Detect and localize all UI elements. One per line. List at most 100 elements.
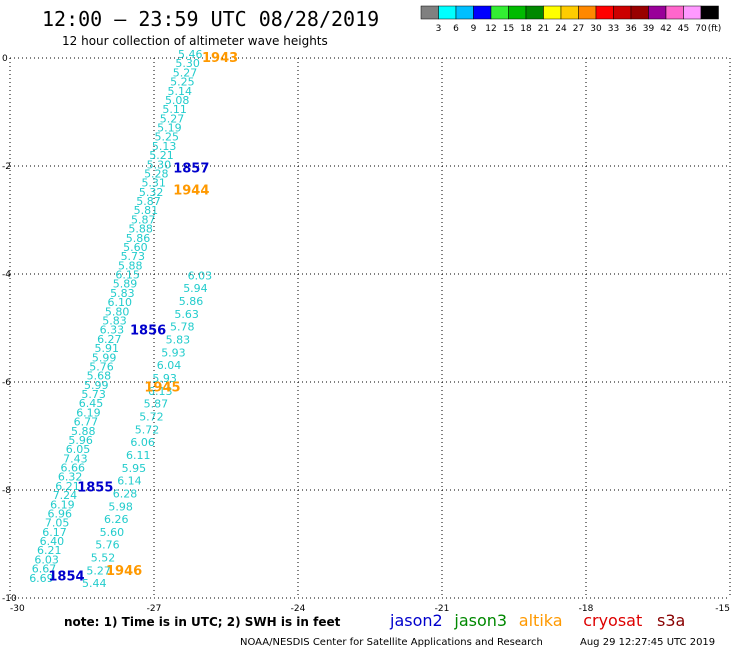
track-a-value: 5.81 <box>134 204 159 217</box>
track-b-value: 5.83 <box>166 334 191 347</box>
track-b-value: 5.44 <box>82 577 107 590</box>
track-a-value: 5.83 <box>110 287 135 300</box>
y-tick-label: 0 <box>2 54 8 64</box>
track-b-value: 5.76 <box>95 539 120 552</box>
time-label: 1856 <box>130 324 166 339</box>
track-a-value: 6.96 <box>47 507 71 520</box>
color-swatch <box>700 5 719 20</box>
track-a-value: 6.17 <box>42 526 67 539</box>
chart-title: 12:00 – 23:59 UTC 08/28/2019 <box>42 7 379 31</box>
color-scale-label: 27 <box>573 24 584 34</box>
track-a-value: 6.03 <box>34 553 59 566</box>
chart-subtitle: 12 hour collection of altimeter wave hei… <box>62 34 328 48</box>
track-a-value: 5.99 <box>84 379 109 392</box>
footer-timestamp: Aug 29 12:27:45 UTC 2019 <box>580 637 715 648</box>
track-a-value: 5.25 <box>170 76 195 89</box>
track-a-value: 5.30 <box>175 57 200 70</box>
track-a-value: 6.69 <box>29 572 54 585</box>
track-a-value: 6.67 <box>32 563 56 576</box>
track-a-value: 5.60 <box>123 241 148 254</box>
time-label: 1944 <box>173 183 209 198</box>
track-a-value: 5.08 <box>165 94 190 107</box>
color-scale-label: 36 <box>625 24 637 34</box>
color-swatch <box>560 5 579 20</box>
color-swatch <box>508 5 527 20</box>
color-scale-label: 6 <box>453 24 459 34</box>
footer-credit: NOAA/NESDIS Center for Satellite Applica… <box>240 637 543 648</box>
track-b-value: 5.98 <box>108 500 132 513</box>
track-a-value: 5.68 <box>87 370 112 383</box>
track-a-value: 5.27 <box>173 66 198 79</box>
track-b-value: 5.93 <box>152 372 177 385</box>
track-a-value: 5.87 <box>131 213 156 226</box>
track-a-value: 5.88 <box>71 425 96 438</box>
x-tick-label: -15 <box>715 604 730 614</box>
track-a-value: 6.66 <box>61 462 86 475</box>
track-a-value: 5.88 <box>128 223 153 236</box>
legend-jason3: jason3 <box>453 611 507 630</box>
color-swatch <box>613 5 632 20</box>
satellite-legend: jason2 jason3 altika cryosat s3a <box>389 611 685 630</box>
track-a-value: 5.73 <box>121 250 146 263</box>
track-a-value: 6.10 <box>108 296 133 309</box>
track-a-value: 5.89 <box>113 278 138 291</box>
color-swatch <box>543 5 562 20</box>
footer-note: note: 1) Time is in UTC; 2) SWH is in fe… <box>64 615 341 629</box>
track-b-value: 5.95 <box>122 462 147 475</box>
color-scale-label: 45 <box>678 24 689 34</box>
time-label: 1857 <box>173 162 209 177</box>
legend-s3a: s3a <box>657 611 685 630</box>
color-scale-label: 15 <box>503 24 514 34</box>
track-a-value: 5.86 <box>126 232 151 245</box>
track-a-value: 7.24 <box>53 489 77 502</box>
track-a-value: 5.19 <box>157 122 182 135</box>
color-scale-label: 3 <box>436 24 442 34</box>
color-swatch <box>665 5 684 20</box>
track-b-value: 5.93 <box>161 346 186 359</box>
track-b-value: 6.26 <box>104 513 129 526</box>
chart-layer: -30 -27 -24 -21 -18 -150-2-4-6-8-106.696.676.… <box>2 48 731 614</box>
legend-jason2: jason2 <box>389 611 443 630</box>
track-b-value: 6.13 <box>148 385 173 398</box>
track-a-value: 5.30 <box>147 158 172 171</box>
track-a-value: 5.13 <box>152 140 177 153</box>
track-a-value: 6.32 <box>58 471 82 484</box>
time-label: 1946 <box>106 564 142 579</box>
track-b-value: 5.72 <box>135 423 160 436</box>
x-tick-label: -18 <box>579 604 594 614</box>
color-swatch <box>438 5 457 20</box>
color-scale-label: 12 <box>485 24 496 34</box>
x-tick-label: -30 <box>10 604 25 614</box>
x-tick-label: -27 <box>147 604 162 614</box>
track-a-value: 6.33 <box>100 324 125 337</box>
track-b-value: 5.52 <box>91 552 116 565</box>
color-swatch <box>420 5 439 20</box>
track-b-value: 5.72 <box>139 410 164 423</box>
color-swatch <box>648 5 667 20</box>
track-a-value: 6.19 <box>76 406 101 419</box>
y-tick-label: -2 <box>2 162 11 172</box>
color-scale-label: 30 <box>590 24 602 34</box>
track-b-value: 6.03 <box>188 269 213 282</box>
track-a-value: 6.45 <box>79 397 104 410</box>
track-a-value: 6.27 <box>97 333 122 346</box>
track-a-value: 5.14 <box>168 85 193 98</box>
track-a-value: 5.31 <box>141 177 166 190</box>
track-a-value: 6.21 <box>55 480 80 493</box>
track-a-value: 5.32 <box>139 186 164 199</box>
track-b-value: 6.14 <box>117 475 142 488</box>
track-a-value: 6.05 <box>66 443 91 456</box>
track-a-value: 5.11 <box>162 103 187 116</box>
color-swatch <box>455 5 474 20</box>
track-b-value: 5.63 <box>174 308 199 321</box>
track-a-value: 5.80 <box>105 305 130 318</box>
color-scale-label: 9 <box>471 24 477 34</box>
x-tick-label: -21 <box>435 604 450 614</box>
color-scale-label: 39 <box>643 24 655 34</box>
track-b-value: 5.78 <box>170 321 195 334</box>
track-a-value: 5.27 <box>160 112 185 125</box>
y-tick-label: -10 <box>2 594 17 604</box>
color-swatch <box>683 5 702 20</box>
track-a-value: 6.77 <box>74 416 99 429</box>
track-a-value: 6.40 <box>40 535 65 548</box>
